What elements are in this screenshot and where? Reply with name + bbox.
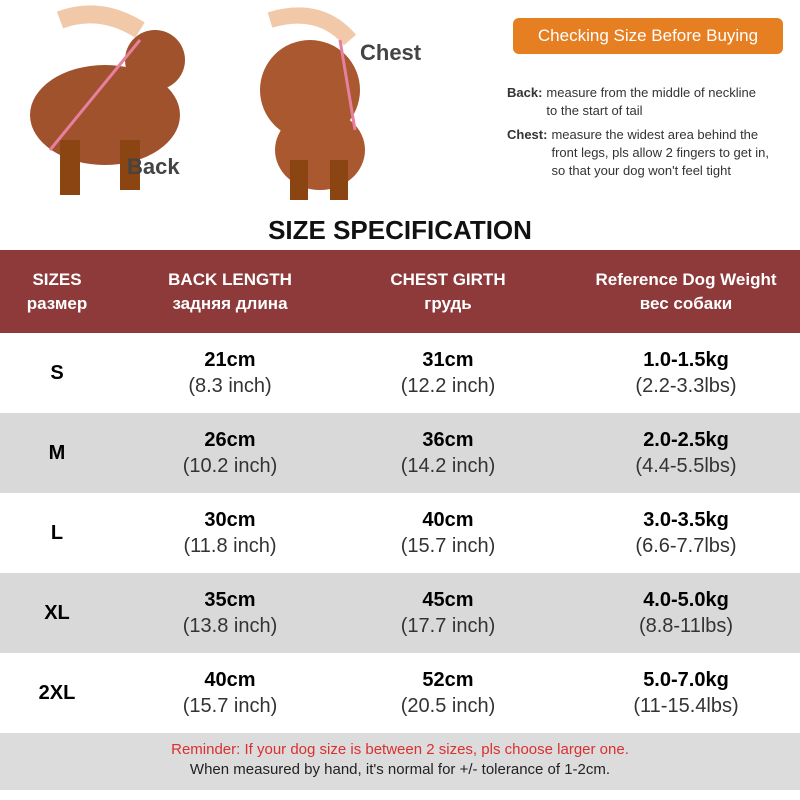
size-cell: L: [50, 521, 64, 544]
metric-value: 5.0-7.0kg: [643, 669, 729, 691]
imperial-value: (11.8 inch): [183, 535, 277, 557]
dog-photos: [30, 5, 365, 200]
instruction-label: Back:: [507, 85, 543, 100]
table-row: [0, 413, 800, 493]
metric-value: 52cm: [422, 669, 474, 691]
title: SIZE SPECIFICATION: [268, 215, 532, 245]
header-cell: Reference Dog Weight вес собаки: [571, 250, 800, 333]
imperial-value: (20.5 inch): [400, 695, 496, 717]
header-cell: SIZES размер: [0, 250, 114, 333]
table-row: [0, 573, 800, 653]
header-text: размер: [26, 293, 88, 313]
metric-value: 40cm: [422, 509, 474, 531]
value-cell: 45cm (17.7 inch): [343, 573, 553, 653]
value-cell: 35cm (13.8 inch): [115, 573, 345, 653]
instruction-line: measure the widest area behind the: [551, 127, 759, 142]
imperial-value: (8.3 inch): [188, 375, 272, 397]
metric-value: 2.0-2.5kg: [643, 429, 729, 451]
chest-label: Chest: [360, 40, 422, 65]
header-text: Reference Dog Weight: [595, 269, 777, 289]
imperial-value: (12.2 inch): [400, 375, 496, 397]
reminder: Reminder: If your dog size is between 2 …: [171, 741, 629, 758]
header-text: BACK LENGTH: [168, 269, 292, 289]
value-cell: 30cm (11.8 inch): [115, 493, 345, 573]
instruction-line: measure from the middle of neckline: [546, 85, 756, 100]
imperial-value: (6.6-7.7lbs): [635, 535, 737, 557]
instruction: Chest: measure the widest area behind the…: [507, 126, 769, 180]
instruction-label: Chest:: [507, 127, 548, 142]
imperial-value: (11-15.4lbs): [633, 695, 739, 717]
imperial-value: (8.8-11lbs): [638, 615, 734, 637]
instructions: Back: measure from the middle of neckline…: [507, 84, 769, 186]
header-text: грудь: [424, 293, 472, 313]
header-cell: BACK LENGTH задняя длина: [115, 250, 345, 333]
metric-value: 31cm: [422, 349, 474, 371]
value-cell: 31cm (12.2 inch): [343, 333, 553, 413]
size-cell: M: [48, 441, 66, 464]
imperial-value: (14.2 inch): [400, 455, 496, 477]
imperial-value: (4.4-5.5lbs): [635, 455, 737, 477]
value-cell: 2.0-2.5kg (4.4-5.5lbs): [571, 413, 800, 493]
imperial-value: (17.7 inch): [400, 615, 496, 637]
size-cell: XL: [44, 601, 70, 624]
imperial-value: (15.7 inch): [182, 695, 278, 717]
metric-value: 4.0-5.0kg: [643, 589, 729, 611]
value-cell: 52cm (20.5 inch): [343, 653, 553, 733]
metric-value: 45cm: [422, 589, 474, 611]
imperial-value: (2.2-3.3lbs): [635, 375, 737, 397]
back-label: Back: [127, 154, 180, 179]
table-row: [0, 493, 800, 573]
header-text: SIZES: [32, 269, 82, 289]
value-cell: 5.0-7.0kg (11-15.4lbs): [571, 653, 800, 733]
table-row: [0, 653, 800, 733]
table-row: [0, 333, 800, 413]
metric-value: 3.0-3.5kg: [643, 509, 729, 531]
instruction-line: to the start of tail: [546, 103, 643, 118]
instruction: Back: measure from the middle of neckline…: [507, 84, 769, 120]
value-cell: 40cm (15.7 inch): [343, 493, 553, 573]
header-text: вес собаки: [639, 293, 733, 313]
instruction-text: measure the widest area behind the front …: [551, 126, 769, 180]
metric-value: 21cm: [204, 349, 256, 371]
footer: Reminder: If your dog size is between 2 …: [0, 733, 800, 790]
header-text: задняя длина: [172, 293, 288, 313]
metric-value: 40cm: [204, 669, 256, 691]
imperial-value: (10.2 inch): [182, 455, 278, 477]
value-cell: 4.0-5.0kg (8.8-11lbs): [571, 573, 800, 653]
metric-value: 1.0-1.5kg: [643, 349, 729, 371]
size-table: SIZES размер BACK LENGTH задняя длина CHEST …: [0, 250, 800, 790]
imperial-value: (15.7 inch): [400, 535, 496, 557]
value-cell: 1.0-1.5kg (2.2-3.3lbs): [571, 333, 800, 413]
value-cell: 40cm (15.7 inch): [115, 653, 345, 733]
header-cell: CHEST GIRTH грудь: [343, 250, 553, 333]
imperial-value: (13.8 inch): [182, 615, 278, 637]
size-cell: S: [50, 361, 64, 384]
header-row: [0, 250, 800, 333]
metric-value: 35cm: [204, 589, 256, 611]
metric-value: 36cm: [422, 429, 474, 451]
instruction-line: front legs, pls allow 2 fingers to get i…: [551, 145, 769, 160]
instruction-text: measure from the middle of neckline to th…: [546, 84, 756, 120]
value-cell: 21cm (8.3 inch): [115, 333, 345, 413]
value-cell: 36cm (14.2 inch): [343, 413, 553, 493]
metric-value: 30cm: [204, 509, 256, 531]
header-text: CHEST GIRTH: [390, 269, 506, 289]
instruction-line: so that your dog won't feel tight: [551, 163, 731, 178]
metric-value: 26cm: [204, 429, 256, 451]
size-cell: 2XL: [38, 681, 76, 704]
note: When measured by hand, it's normal for +…: [189, 761, 611, 778]
value-cell: 26cm (10.2 inch): [115, 413, 345, 493]
info-button: Checking Size Before Buying: [513, 18, 783, 54]
value-cell: 3.0-3.5kg (6.6-7.7lbs): [571, 493, 800, 573]
